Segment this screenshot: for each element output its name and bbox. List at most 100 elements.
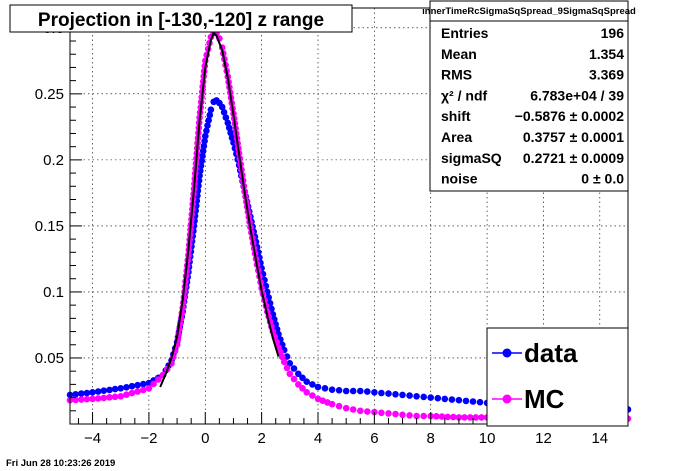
data-point (450, 413, 457, 421)
data-point (220, 109, 228, 116)
data-point (328, 400, 336, 408)
data-point (455, 414, 463, 421)
data-point (399, 391, 406, 399)
data-point (198, 157, 206, 165)
data-point (134, 388, 141, 395)
data-point (427, 394, 435, 401)
stats-row-label: χ² / ndf (441, 87, 487, 103)
stats-rows: Entries 196 Mean 1.354 RMS 3.369 χ² / ndf 6.783… (441, 25, 624, 187)
data-point (100, 394, 108, 402)
y-tick-label: 0.2 (43, 152, 64, 169)
data-point (204, 122, 211, 129)
stats-row-label: RMS (441, 67, 472, 83)
data-point (203, 127, 210, 135)
footer-timestamp: Fri Jun 28 10:23:26 2019 (6, 458, 115, 469)
data-point (111, 393, 119, 401)
data-point (385, 390, 392, 397)
data-point (78, 390, 85, 397)
data-point (199, 147, 207, 155)
stats-row-value: 1.354 (589, 46, 624, 62)
x-tick-label: 12 (535, 430, 552, 447)
data-point (134, 381, 141, 389)
stats-row-label: shift (441, 108, 471, 124)
data-point (433, 413, 440, 420)
y-tick-label: 0.05 (35, 350, 64, 367)
data-point (128, 382, 136, 390)
data-point (201, 137, 208, 145)
data-point (328, 386, 336, 394)
data-point (309, 381, 316, 388)
data-point (444, 413, 451, 421)
data-point (295, 381, 302, 388)
stats-row-label: noise (441, 171, 478, 187)
data-point (469, 398, 477, 405)
data-point (83, 395, 91, 403)
data-point (462, 397, 470, 405)
data-point (371, 389, 378, 396)
x-tick-label: 0 (201, 430, 209, 447)
data-point (106, 394, 113, 401)
data-point (283, 364, 291, 372)
data-point (94, 388, 102, 395)
data-point (299, 374, 306, 382)
x-tick-label: 6 (370, 430, 378, 447)
stats-row-label: Area (441, 129, 472, 145)
data-point (441, 395, 449, 403)
legend-entry-data: data (492, 338, 578, 368)
data-point (117, 393, 124, 400)
data-point (364, 388, 371, 395)
data-point (378, 409, 385, 417)
stats-row-value: 3.369 (589, 67, 624, 83)
data-point (100, 387, 108, 395)
legend-entry-mc: MC (492, 384, 565, 414)
legend: data MC (486, 327, 629, 427)
x-tick-label: 14 (591, 430, 608, 447)
data-point (309, 392, 316, 399)
data-point (406, 392, 413, 399)
data-point (413, 393, 420, 400)
data-point (290, 365, 298, 372)
data-point (218, 103, 226, 111)
data-point (145, 385, 153, 392)
stats-row-value: 0.2721 ± 0.0009 (523, 150, 624, 166)
x-tick-label: 10 (479, 430, 496, 447)
stats-row-label: Entries (441, 25, 489, 41)
data-point (117, 385, 124, 392)
data-point (478, 414, 485, 421)
chart-title: Projection in [-130,-120] z range (38, 10, 324, 31)
y-tick-label: 0.15 (35, 218, 64, 235)
data-point (357, 387, 364, 395)
data-point (335, 387, 343, 394)
data-point (140, 386, 147, 394)
data-point (392, 391, 399, 398)
data-point (123, 391, 130, 399)
data-point (150, 380, 157, 388)
data-point (385, 410, 392, 417)
stats-row-value: −0.5876 ± 0.0002 (515, 108, 624, 124)
data-point (392, 410, 399, 418)
data-point (364, 408, 371, 415)
data-point (335, 402, 343, 410)
data-point (434, 394, 442, 402)
data-point (303, 389, 311, 396)
data-point (342, 387, 350, 395)
y-tick-label: 0.1 (43, 284, 64, 301)
data-point (290, 375, 298, 383)
stats-row-value: 6.783e+04 / 39 (530, 87, 624, 103)
stats-box: innerTimeRcSigmaSqSpread_9SigmaSqSpread … (422, 0, 636, 192)
data-point (342, 404, 350, 412)
data-point (476, 398, 484, 406)
data-point (72, 391, 79, 398)
data-point (295, 370, 302, 378)
data-point (78, 396, 85, 403)
data-point (357, 407, 364, 415)
data-point (472, 414, 480, 421)
data-point (466, 414, 474, 421)
x-tick-label: 4 (314, 430, 322, 447)
legend-label-data: data (524, 338, 578, 368)
data-point (205, 117, 212, 124)
data-point (420, 412, 428, 420)
data-point (202, 132, 209, 140)
data-point (206, 111, 214, 119)
